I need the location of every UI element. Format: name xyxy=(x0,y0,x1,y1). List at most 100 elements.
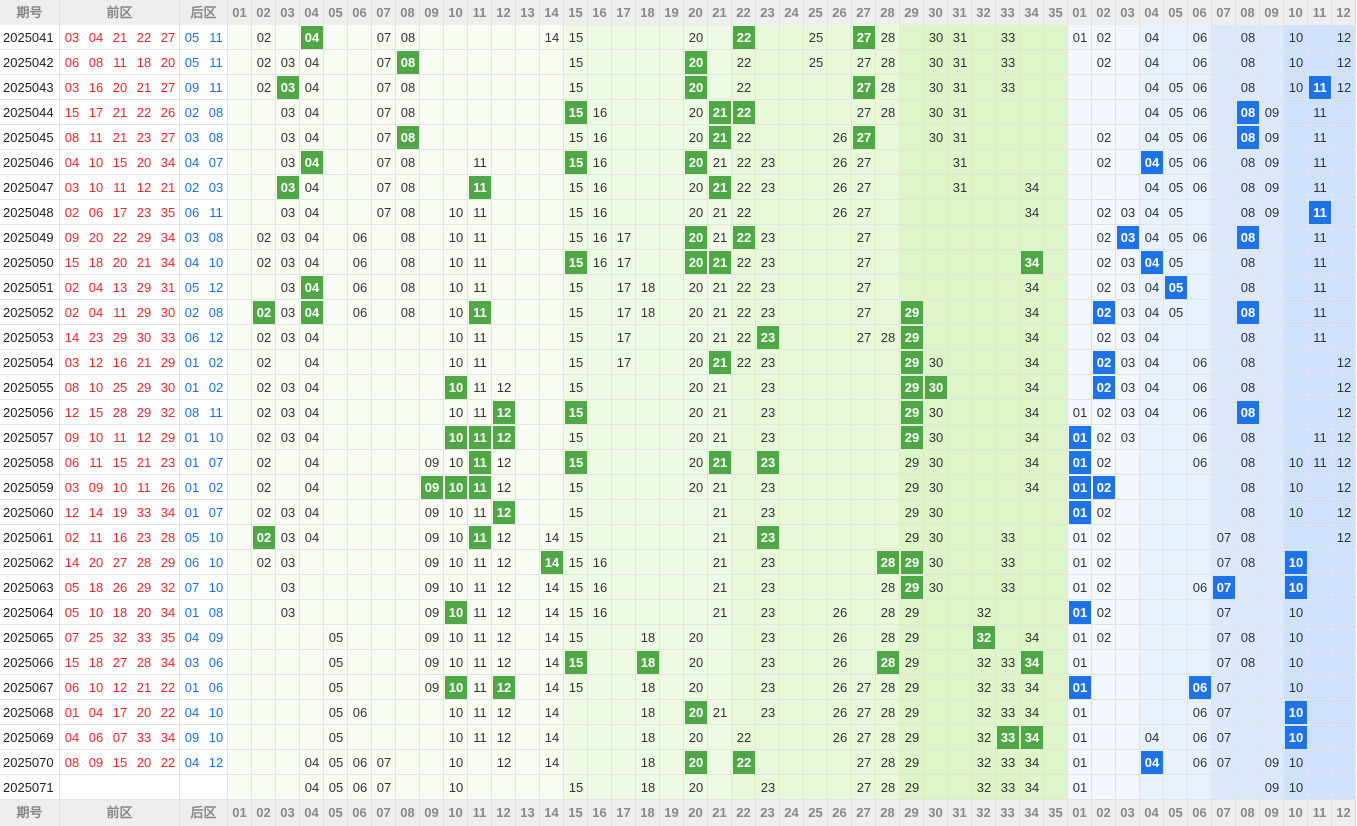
back-cell: 04 xyxy=(1144,55,1160,70)
front-cell: 25 xyxy=(808,30,824,45)
front-number: 25 xyxy=(112,380,128,395)
front-cell: 27 xyxy=(856,680,872,695)
issue: 2025058 xyxy=(3,455,54,470)
front-cell: 06 xyxy=(352,230,368,245)
front-cell: 10 xyxy=(448,280,464,295)
front-cell: 23 xyxy=(760,280,776,295)
header-front-col: 13 xyxy=(516,800,540,826)
front-cell: 30 xyxy=(928,55,944,70)
front-cell: 32 xyxy=(976,705,992,720)
header-front: 前区 xyxy=(60,0,180,25)
front-cell: 17 xyxy=(616,330,632,345)
back-cell: 07 xyxy=(1216,555,1232,570)
back-cell: 01 xyxy=(1072,780,1088,795)
front-hit: 15 xyxy=(565,151,587,174)
back-cell: 02 xyxy=(1096,30,1112,45)
back-cell: 04 xyxy=(1144,230,1160,245)
front-cell: 03 xyxy=(280,205,296,220)
back-stripe xyxy=(1092,25,1116,800)
front-number: 12 xyxy=(88,355,104,370)
header-front-col: 10 xyxy=(444,0,468,25)
front-cell: 04 xyxy=(304,230,320,245)
back-cell: 11 xyxy=(1313,280,1327,295)
front-cell: 22 xyxy=(736,180,752,195)
header-front-col: 21 xyxy=(708,800,732,826)
back-cell: 03 xyxy=(1120,380,1136,395)
front-number: 02 xyxy=(64,530,80,545)
back-cell: 04 xyxy=(1144,130,1160,145)
back-hit: 04 xyxy=(1141,251,1163,274)
header-front-col: 11 xyxy=(468,0,492,25)
back-cell: 02 xyxy=(1096,130,1112,145)
issue: 2025067 xyxy=(3,680,54,695)
front-cell: 33 xyxy=(1000,655,1016,670)
back-cell: 05 xyxy=(1168,80,1184,95)
front-cell: 29 xyxy=(904,630,920,645)
front-cell: 23 xyxy=(760,255,776,270)
front-cell: 09 xyxy=(424,555,440,570)
back-cell: 06 xyxy=(1192,405,1208,420)
front-cell: 03 xyxy=(280,105,296,120)
front-cell: 11 xyxy=(473,580,487,595)
header-front-col: 23 xyxy=(756,800,780,826)
front-cell: 03 xyxy=(280,330,296,345)
front-stripe xyxy=(324,25,348,800)
issue: 2025048 xyxy=(3,205,54,220)
front-cell: 07 xyxy=(376,105,392,120)
front-cell: 04 xyxy=(304,205,320,220)
front-cell: 05 xyxy=(328,680,344,695)
front-cell: 04 xyxy=(304,780,320,795)
back-cell: 09 xyxy=(1264,205,1280,220)
front-hit: 02 xyxy=(253,301,275,324)
header-front-col: 05 xyxy=(324,0,348,25)
issue: 2025052 xyxy=(3,305,54,320)
header-front-col: 11 xyxy=(468,800,492,826)
back-stripe xyxy=(1164,25,1188,800)
front-cell: 29 xyxy=(904,455,920,470)
back-number: 07 xyxy=(208,155,224,170)
front-cell: 15 xyxy=(568,55,584,70)
back-cell: 04 xyxy=(1144,105,1160,120)
front-number: 19 xyxy=(112,505,128,520)
front-number: 28 xyxy=(136,555,152,570)
back-cell: 12 xyxy=(1336,480,1352,495)
header-front-col: 05 xyxy=(324,800,348,826)
front-number: 11 xyxy=(137,480,151,495)
front-stripe xyxy=(996,25,1020,800)
front-cell: 11 xyxy=(473,655,487,670)
header-front-col: 15 xyxy=(564,800,588,826)
front-number: 20 xyxy=(112,80,128,95)
front-hit: 23 xyxy=(757,526,779,549)
front-cell: 07 xyxy=(376,755,392,770)
issue: 2025045 xyxy=(3,130,54,145)
front-hit: 28 xyxy=(877,651,899,674)
header-front-col: 35 xyxy=(1044,800,1068,826)
front-hit: 03 xyxy=(277,76,299,99)
front-cell: 20 xyxy=(688,355,704,370)
issue: 2025050 xyxy=(3,255,54,270)
front-hit: 29 xyxy=(901,301,923,324)
front-cell: 27 xyxy=(856,55,872,70)
front-cell: 04 xyxy=(304,180,320,195)
front-number: 02 xyxy=(64,205,80,220)
back-hit: 02 xyxy=(1093,351,1115,374)
front-hit: 20 xyxy=(685,76,707,99)
front-cell: 06 xyxy=(352,255,368,270)
front-hit: 12 xyxy=(493,426,515,449)
back-cell: 02 xyxy=(1096,405,1112,420)
front-cell: 15 xyxy=(568,355,584,370)
back-cell: 10 xyxy=(1288,630,1304,645)
front-stripe xyxy=(780,25,804,800)
front-stripe xyxy=(252,25,276,800)
header-back-col: 02 xyxy=(1092,800,1116,826)
front-cell: 08 xyxy=(400,230,416,245)
back-cell: 10 xyxy=(1288,655,1304,670)
front-cell: 03 xyxy=(280,505,296,520)
row-line xyxy=(0,399,1357,400)
back-hit: 08 xyxy=(1237,126,1259,149)
front-number: 23 xyxy=(160,455,176,470)
row-line xyxy=(0,474,1357,475)
back-cell: 03 xyxy=(1120,255,1136,270)
front-cell: 08 xyxy=(400,80,416,95)
front-hit: 32 xyxy=(973,626,995,649)
